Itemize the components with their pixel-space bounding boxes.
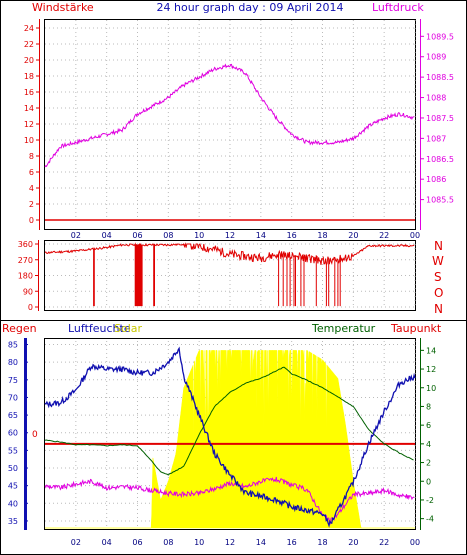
y-tick-label: 22 [24,40,34,49]
panel-wind-direction [44,240,416,311]
tick-labels: 0246810121416182022241085.510861086.5108… [8,24,454,547]
x-tick-label: 22 [379,538,389,547]
dewpoint-line [44,476,415,526]
y2-tick-label: 1086 [426,175,446,184]
x-tick-label: 08 [163,231,173,240]
x-tick-label: 16 [287,538,297,547]
temperature-tick-label: 12 [426,365,436,374]
direction-tick-label: 0 [28,303,33,312]
humidity-tick-label: 75 [8,376,18,385]
temperature-tick-label: 8 [426,402,431,411]
humidity-tick-label: 80 [8,358,18,367]
y2-tick-label: 1089 [426,53,446,62]
x-tick-label: 12 [225,231,235,240]
temperature-tick-label: 14 [426,346,436,355]
humidity-tick-label: 65 [8,411,18,420]
y-tick-label: 16 [24,88,34,97]
humidity-tick-label: 55 [8,446,18,455]
direction-tick-label: 360 [18,240,33,249]
temperature-line [44,366,414,476]
temperature-tick-label: 6 [426,421,431,430]
x-tick-label: 08 [163,538,173,547]
x-tick-label: 00 [410,231,420,240]
x-tick-label: 10 [194,538,204,547]
y-tick-label: 24 [24,24,34,33]
top-right-label: Luftdruck [372,1,424,14]
series-marks [44,63,416,529]
x-tick-label: 18 [317,231,327,240]
humidity-tick-label: 70 [8,393,18,402]
y-tick-label: 14 [24,104,34,113]
y2-tick-label: 1086.5 [426,155,454,164]
x-tick-label: 20 [348,231,358,240]
y2-tick-label: 1085.5 [426,196,454,205]
solar-area [45,350,415,529]
direction-label-n-bottom: N [434,302,443,316]
temperature-tick-label: -2 [426,496,434,505]
pressure-line [44,63,415,168]
x-tick-label: 12 [225,538,235,547]
label-temperatur: Temperatur [311,322,376,335]
x-tick-label: 02 [71,231,81,240]
direction-label-o: O [434,286,443,300]
y-tick-label: 20 [24,56,34,65]
temperature-tick-label: -4 [426,515,434,524]
x-tick-label: 06 [132,538,142,547]
humidity-tick-label: 50 [8,464,18,473]
x-tick-label: 14 [256,538,266,547]
temperature-tick-label: 4 [426,440,431,449]
y-tick-label: 2 [29,200,34,209]
rain-zero-label: 0 [32,430,38,440]
humidity-tick-label: 85 [8,341,18,350]
temperature-tick-label: 0 [426,477,431,486]
direction-tick-label: 270 [18,256,33,265]
x-tick-label: 00 [410,538,420,547]
y-tick-label: 10 [24,136,34,145]
y-tick-label: 18 [24,72,34,81]
humidity-line [44,346,416,528]
label-regen: Regen [2,322,37,335]
direction-tick-label: 180 [18,272,33,281]
humidity-tick-label: 35 [8,517,18,526]
direction-tick-label: 90 [23,287,33,296]
humidity-tick-label: 45 [8,482,18,491]
y2-tick-label: 1087.5 [426,114,454,123]
temperature-tick-label: 10 [426,384,436,393]
direction-label-n-top: N [434,239,443,253]
y2-tick-label: 1088.5 [426,73,454,82]
y-tick-label: 0 [29,216,34,225]
x-tick-label: 04 [102,538,112,547]
label-luftfeuchte: Luftfeuchte [68,322,131,335]
wind-direction-line [44,242,415,307]
label-taupunkt: Taupunkt [390,322,442,335]
x-tick-label: 16 [287,231,297,240]
humidity-tick-label: 40 [8,499,18,508]
label-solar: Solar [114,322,143,335]
x-tick-label: 18 [317,538,327,547]
y2-tick-label: 1087 [426,134,446,143]
humidity-tick-label: 60 [8,429,18,438]
y-tick-label: 6 [29,168,34,177]
chart-title: 24 hour graph day : 09 April 2014 [157,1,344,14]
direction-label-w: W [432,254,444,268]
x-tick-label: 20 [348,538,358,547]
x-tick-label: 14 [256,231,266,240]
x-tick-label: 10 [194,231,204,240]
y-tick-label: 8 [29,152,34,161]
temperature-tick-label: 2 [426,459,431,468]
y2-tick-label: 1089.5 [426,32,454,41]
y2-tick-label: 1088 [426,94,446,103]
x-tick-label: 06 [132,231,142,240]
direction-label-s: S [434,270,442,284]
y-tick-label: 12 [24,120,34,129]
x-tick-label: 22 [379,231,389,240]
x-tick-label: 04 [102,231,112,240]
x-tick-label: 02 [71,538,81,547]
top-left-label: Windstärke [32,1,94,14]
y-tick-label: 4 [29,184,34,193]
